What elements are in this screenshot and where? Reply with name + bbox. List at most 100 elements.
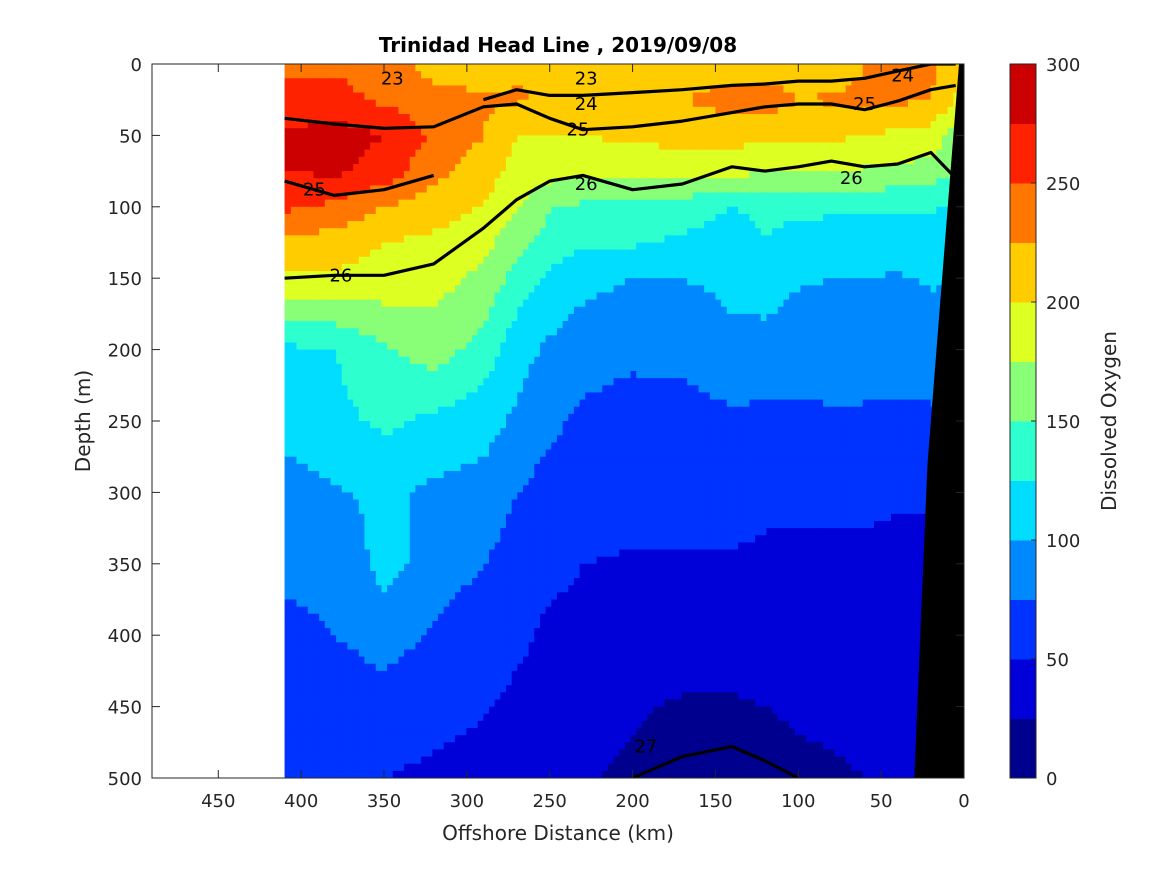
oxygen-cell (499, 171, 506, 179)
oxygen-cell (680, 71, 688, 79)
oxygen-cell (947, 85, 954, 94)
oxygen-cell (907, 256, 914, 265)
oxygen-cell (369, 92, 376, 101)
oxygen-cell (488, 206, 495, 215)
oxygen-cell (697, 99, 705, 108)
oxygen-cell (488, 135, 495, 144)
oxygen-cell (403, 299, 410, 308)
oxygen-cell (539, 135, 546, 144)
oxygen-cell (629, 78, 637, 87)
oxygen-cell (307, 221, 314, 229)
oxygen-cell (409, 78, 416, 87)
oxygen-cell (675, 292, 682, 301)
oxygen-cell (709, 242, 716, 251)
oxygen-cell (369, 178, 376, 186)
oxygen-cell (845, 242, 852, 251)
oxygen-cell (624, 78, 631, 87)
oxygen-cell (777, 106, 784, 115)
oxygen-cell (731, 356, 739, 365)
oxygen-cell (731, 192, 739, 201)
oxygen-cell (618, 242, 625, 251)
oxygen-cell (499, 78, 506, 87)
oxygen-cell (482, 163, 489, 172)
oxygen-cell (375, 85, 382, 94)
oxygen-cell (624, 256, 631, 265)
oxygen-cell (562, 142, 569, 151)
oxygen-cell (437, 142, 444, 151)
oxygen-cell (601, 128, 608, 136)
oxygen-cell (862, 156, 869, 165)
oxygen-cell (471, 313, 478, 322)
oxygen-cell (714, 113, 722, 122)
oxygen-cell (397, 242, 405, 251)
oxygen-cell (629, 92, 637, 101)
oxygen-cell (805, 249, 812, 258)
oxygen-cell (669, 121, 676, 129)
oxygen-cell (335, 256, 342, 265)
oxygen-cell (539, 213, 546, 222)
oxygen-cell (437, 149, 444, 158)
oxygen-cell (822, 92, 829, 101)
oxygen-cell (448, 249, 456, 258)
oxygen-cell (618, 99, 625, 108)
oxygen-cell (658, 78, 665, 87)
oxygen-cell (363, 85, 371, 94)
oxygen-cell (471, 278, 478, 286)
oxygen-cell (771, 278, 778, 286)
oxygen-cell (301, 142, 308, 151)
oxygen-cell (646, 171, 654, 179)
oxygen-cell (358, 185, 365, 194)
oxygen-cell (482, 342, 489, 351)
oxygen-cell (414, 271, 422, 279)
oxygen-cell (947, 142, 954, 151)
oxygen-cell (414, 142, 422, 151)
oxygen-cell (573, 349, 580, 358)
oxygen-cell (392, 206, 399, 215)
oxygen-cell (879, 64, 886, 72)
oxygen-cell (312, 199, 320, 208)
oxygen-cell (697, 149, 705, 158)
oxygen-cell (760, 113, 767, 122)
oxygen-cell (284, 85, 291, 94)
oxygen-cell (811, 171, 818, 179)
oxygen-cell (477, 285, 484, 294)
oxygen-cell (663, 178, 671, 186)
oxygen-cell (601, 185, 608, 194)
oxygen-cell (539, 263, 546, 272)
oxygen-cell (947, 135, 954, 144)
oxygen-cell (539, 206, 546, 215)
oxygen-cell (839, 306, 846, 315)
oxygen-cell (771, 342, 778, 351)
oxygen-cell (879, 128, 886, 136)
oxygen-cell (822, 299, 829, 308)
oxygen-cell (646, 221, 654, 229)
oxygen-cell (737, 278, 744, 286)
oxygen-cell (443, 313, 450, 322)
oxygen-cell (709, 199, 716, 208)
oxygen-cell (839, 64, 846, 72)
oxygen-cell (913, 121, 920, 129)
oxygen-cell (448, 192, 456, 201)
oxygen-cell (873, 285, 880, 294)
oxygen-cell (748, 221, 756, 229)
oxygen-cell (426, 192, 433, 201)
oxygen-cell (714, 221, 722, 229)
oxygen-cell (482, 313, 489, 322)
oxygen-cell (658, 163, 665, 172)
oxygen-cell (550, 99, 557, 108)
oxygen-cell (590, 156, 597, 165)
oxygen-cell (822, 163, 829, 172)
oxygen-cell (641, 92, 648, 101)
oxygen-cell (743, 285, 750, 294)
oxygen-cell (879, 113, 886, 122)
oxygen-cell (652, 242, 659, 251)
oxygen-cell (856, 92, 863, 101)
oxygen-cell (420, 313, 427, 322)
oxygen-cell (873, 206, 880, 215)
oxygen-cell (692, 206, 699, 215)
oxygen-cell (805, 242, 812, 251)
oxygen-cell (494, 206, 501, 215)
oxygen-cell (697, 121, 705, 129)
oxygen-cell (612, 292, 620, 301)
oxygen-cell (822, 178, 829, 186)
